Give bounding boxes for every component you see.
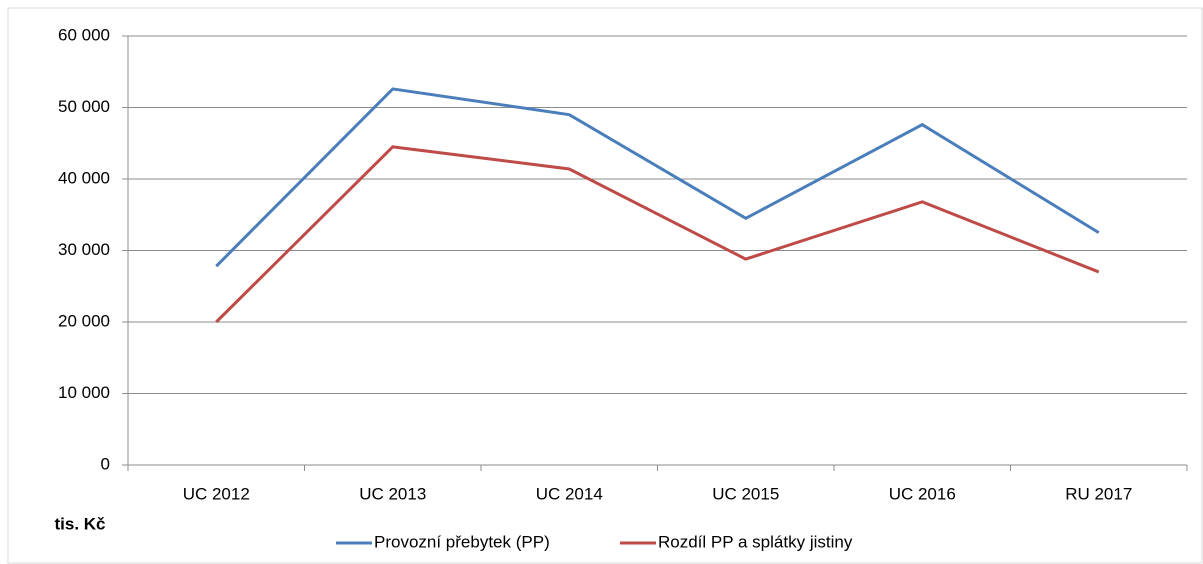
y-tick-label: 60 000 [58, 25, 110, 44]
y-tick-label: 30 000 [58, 240, 110, 259]
y-tick-label: 10 000 [58, 383, 110, 402]
legend-label: Provozní přebytek (PP) [374, 532, 550, 551]
y-tick-label: 40 000 [58, 168, 110, 187]
x-tick-label: RU 2017 [1065, 484, 1132, 503]
series-line [215, 87, 1100, 268]
x-tick-label: UC 2012 [183, 484, 250, 503]
y-tick-label: 20 000 [58, 311, 110, 330]
legend-label: Rozdíl PP a splátky jistiny [658, 532, 853, 551]
y-tick-label: 50 000 [58, 97, 110, 116]
y-axis-label: tis. Kč [54, 514, 105, 533]
x-tick-label: UC 2015 [712, 484, 779, 503]
x-tick-label: UC 2016 [889, 484, 956, 503]
chart-frame [7, 7, 1203, 564]
series-line [215, 145, 1100, 324]
x-tick-label: UC 2014 [536, 484, 603, 503]
x-tick-label: UC 2013 [359, 484, 426, 503]
y-tick-label: 0 [101, 454, 110, 473]
